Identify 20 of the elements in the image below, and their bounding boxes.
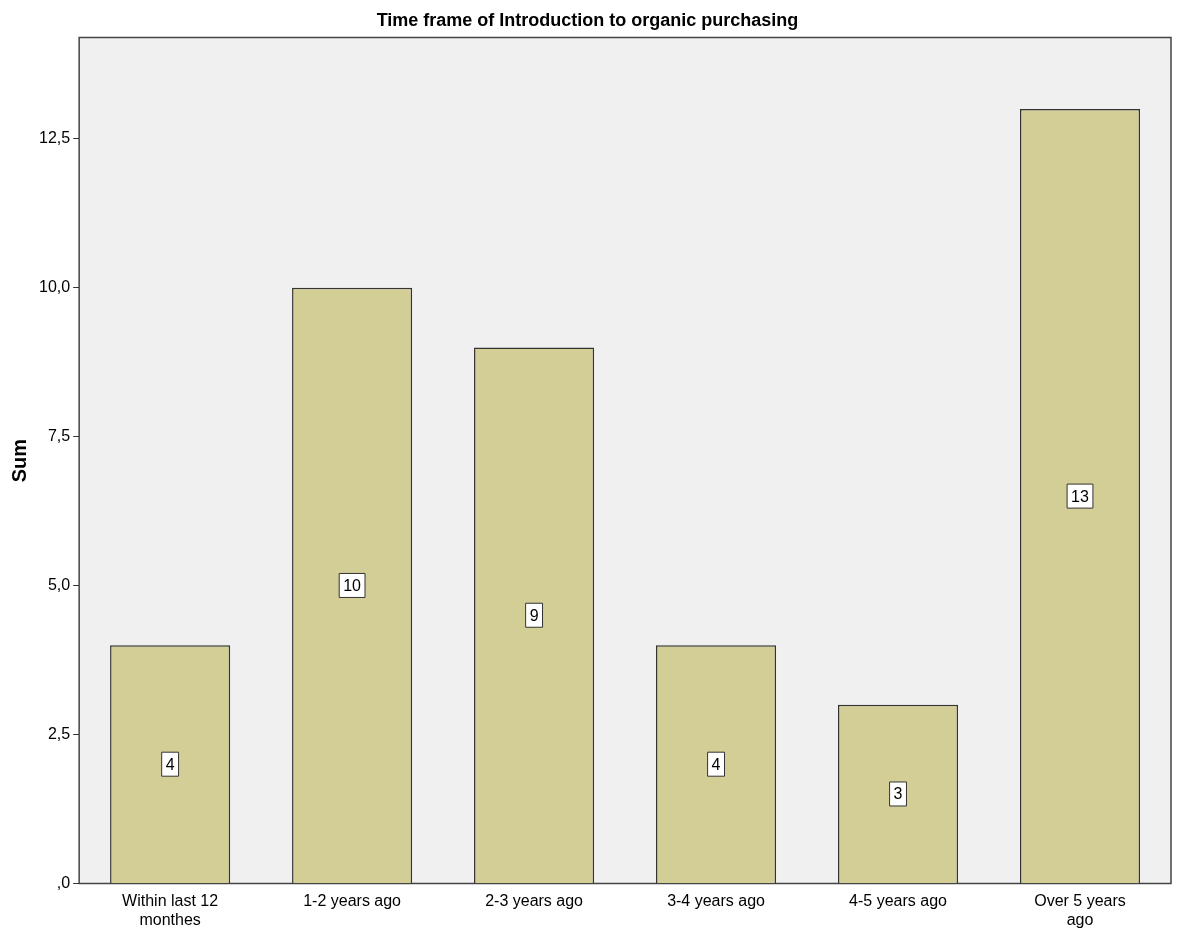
data-label: 9 (529, 606, 539, 624)
data-label: 3 (893, 785, 903, 803)
chart-title: Time frame of Introduction to organic purchasing (376, 9, 799, 30)
x-tick-label: 4-5 years ago (849, 891, 948, 909)
y-tick-label: ,0 (56, 874, 71, 892)
x-tick-label: 3-4 years ago (667, 891, 766, 909)
x-tick-label: 1-2 years ago (303, 891, 402, 909)
y-tick-label: 10,0 (39, 278, 71, 296)
data-label: 4 (165, 755, 175, 773)
data-label: 10 (343, 576, 362, 594)
x-tick-label: 2-3 years ago (485, 891, 584, 909)
y-tick-label: 12,5 (39, 129, 71, 147)
data-label: 4 (711, 755, 721, 773)
x-tick-label: Over 5 years ago (1034, 891, 1126, 928)
y-tick-label: 2,5 (47, 725, 71, 743)
y-tick-label: 5,0 (47, 576, 71, 594)
y-axis-title: Sum (7, 438, 30, 483)
data-label: 13 (1071, 487, 1090, 505)
x-tick-label: Within last 12 monthes (122, 891, 219, 928)
y-tick-label: 7,5 (47, 427, 71, 445)
